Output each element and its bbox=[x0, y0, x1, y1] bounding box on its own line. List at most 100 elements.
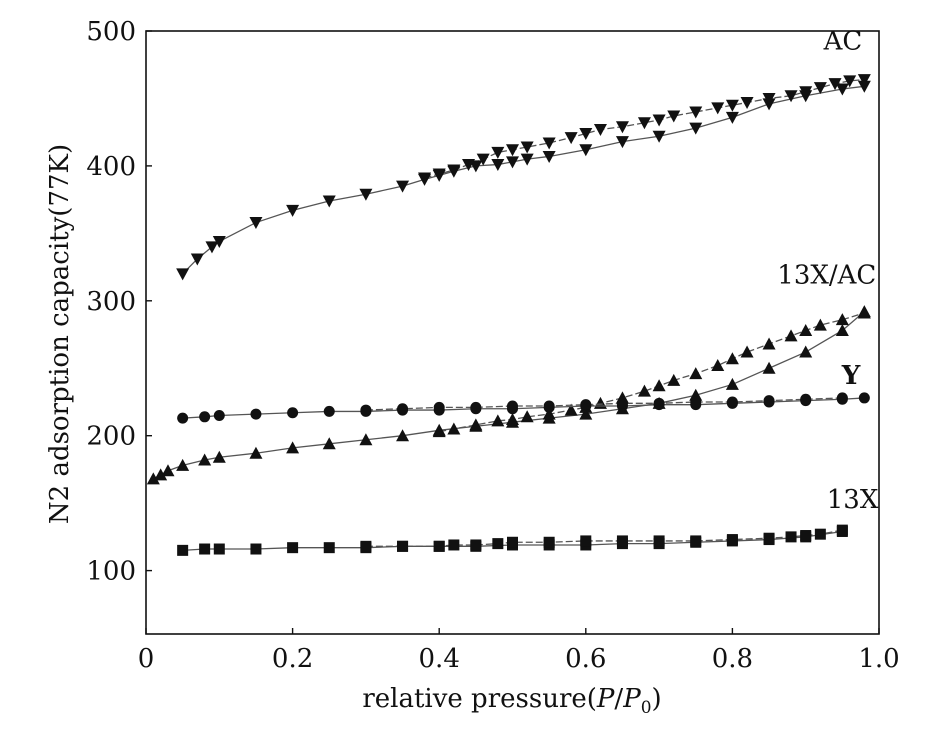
series-ac-data-point bbox=[579, 144, 593, 157]
series-13x-ac-data-point bbox=[542, 407, 556, 420]
y-axis-label: N2 adsorption capacity(77K) bbox=[45, 144, 75, 524]
series-13x: 13X bbox=[177, 485, 879, 556]
series-13x-ac-data-point bbox=[176, 458, 190, 471]
series-13x-data-point bbox=[448, 539, 460, 551]
series-ac-data-point bbox=[579, 128, 593, 141]
y-tick-label: 100 bbox=[86, 557, 136, 587]
series-13x-ac-data-point bbox=[857, 306, 871, 319]
series-y-data-point bbox=[397, 403, 409, 415]
series-13x-ac-data-point bbox=[637, 384, 651, 397]
series-13x-ac-data-point bbox=[322, 437, 336, 450]
series-13x-data-point bbox=[836, 524, 848, 536]
series-13x-ac-data-point bbox=[469, 418, 483, 431]
series-13x-ac-data-point bbox=[689, 367, 703, 380]
series-y-data-point bbox=[726, 396, 738, 408]
series-ac-data-point bbox=[322, 195, 336, 208]
series-ac-data-point bbox=[689, 106, 703, 119]
series-13x-ac-data-point bbox=[491, 414, 505, 427]
series-13x-ac-data-point bbox=[564, 403, 578, 416]
plot-frame bbox=[145, 30, 880, 635]
series-13x-data-point bbox=[653, 535, 665, 547]
series-13x-ac-data-point bbox=[711, 359, 725, 372]
series-ac-data-point bbox=[615, 136, 629, 149]
x-tick-label: 0.2 bbox=[272, 644, 313, 674]
series-13x-data-point bbox=[616, 535, 628, 547]
series-ac-data-point bbox=[506, 144, 519, 157]
series-ac-data-point bbox=[359, 188, 373, 201]
x-tick-label: 0.6 bbox=[565, 644, 606, 674]
series-13x-ac-data-point bbox=[198, 453, 212, 466]
series-ac-data-point bbox=[249, 217, 263, 230]
series-ac-data-point bbox=[813, 82, 827, 95]
series-ac-data-point bbox=[652, 114, 666, 127]
series-ac-data-point bbox=[491, 159, 505, 172]
tick-layer: 0 0.2 0.4 0.6 0.8 1.0 100 200 300 400 500 bbox=[86, 17, 899, 674]
series-13x-data-point bbox=[814, 528, 826, 540]
series-13x-ac-desorption-line bbox=[439, 312, 865, 433]
series-y-data-point bbox=[580, 399, 592, 411]
series-ac-data-point bbox=[725, 99, 739, 112]
series-ac-data-point bbox=[740, 96, 754, 109]
series-y-data-point bbox=[653, 397, 665, 409]
series-ac-data-point bbox=[520, 141, 534, 154]
x-tick-label: 0.8 bbox=[712, 644, 753, 674]
series-ac: AC bbox=[176, 27, 871, 281]
series-ac-data-point bbox=[542, 150, 556, 163]
series-ac-data-point bbox=[828, 78, 842, 91]
series-13x-ac-data-point bbox=[249, 446, 263, 459]
series-y-data-point bbox=[360, 404, 372, 416]
series-13x-ac-data-point bbox=[432, 425, 446, 438]
series-13x-ac-data-point bbox=[667, 373, 681, 386]
y-tick-label: 500 bbox=[86, 17, 136, 47]
series-13x-data-point bbox=[763, 532, 775, 544]
series-ac-data-point bbox=[542, 137, 556, 150]
series-ac-label: AC bbox=[823, 27, 863, 57]
series-13x-ac-data-point bbox=[520, 410, 534, 423]
series-13x-data-point bbox=[177, 544, 189, 556]
series-ac-data-point bbox=[520, 153, 534, 166]
series-ac-data-point bbox=[462, 159, 476, 172]
series-y-data-point bbox=[836, 392, 848, 404]
series-13x-ac-data-point bbox=[161, 464, 175, 477]
series-y-data-point bbox=[287, 407, 299, 419]
y-tick-label: 200 bbox=[86, 422, 136, 452]
x-axis-label: relative pressure(P/P0) bbox=[362, 684, 661, 718]
series-13x-data-point bbox=[470, 539, 482, 551]
series-13x-ac-data-point bbox=[725, 352, 739, 365]
series-13x-data-point bbox=[543, 536, 555, 548]
series-ac-data-point bbox=[652, 130, 666, 143]
series-ac-data-point bbox=[857, 74, 871, 87]
series-ac-data-point bbox=[615, 121, 629, 134]
series-13x-data-point bbox=[323, 542, 335, 554]
series-13x-data-point bbox=[397, 540, 409, 552]
series-13x-ac-data-point bbox=[799, 345, 813, 358]
series-ac-data-point bbox=[476, 153, 490, 166]
series-13x-data-point bbox=[580, 535, 592, 547]
series-ac-data-point bbox=[447, 164, 461, 177]
series-13x-ac-data-point bbox=[593, 396, 607, 409]
series-y-data-point bbox=[858, 392, 870, 404]
series-ac-data-point bbox=[857, 80, 871, 93]
series-y-data-point bbox=[543, 400, 555, 412]
series-13x-ac-data-point bbox=[506, 413, 519, 426]
series-ac-data-point bbox=[762, 92, 776, 105]
series-13x-ac-data-point bbox=[799, 323, 813, 336]
series-y-data-point bbox=[800, 393, 812, 405]
series-13x-ac-data-point bbox=[447, 422, 461, 435]
series-13x-data-point bbox=[360, 540, 372, 552]
series-13x-ac-data-point bbox=[762, 361, 776, 374]
series-ac-data-point bbox=[491, 146, 505, 159]
series-y: Y bbox=[177, 361, 870, 424]
series-13x-data-point bbox=[690, 535, 702, 547]
series-13x-label: 13X bbox=[827, 485, 879, 515]
series-ac-data-point bbox=[212, 235, 226, 248]
series-ac-data-point bbox=[725, 111, 739, 124]
series-ac-data-point bbox=[418, 172, 432, 185]
series-13x-data-point bbox=[785, 531, 797, 543]
series-y-data-point bbox=[250, 408, 262, 420]
series-y-data-point bbox=[199, 411, 211, 423]
plot-border bbox=[145, 30, 880, 635]
series-13x-ac-data-point bbox=[813, 318, 827, 331]
series-y-data-point bbox=[616, 397, 628, 409]
series-ac-data-point bbox=[396, 180, 410, 193]
